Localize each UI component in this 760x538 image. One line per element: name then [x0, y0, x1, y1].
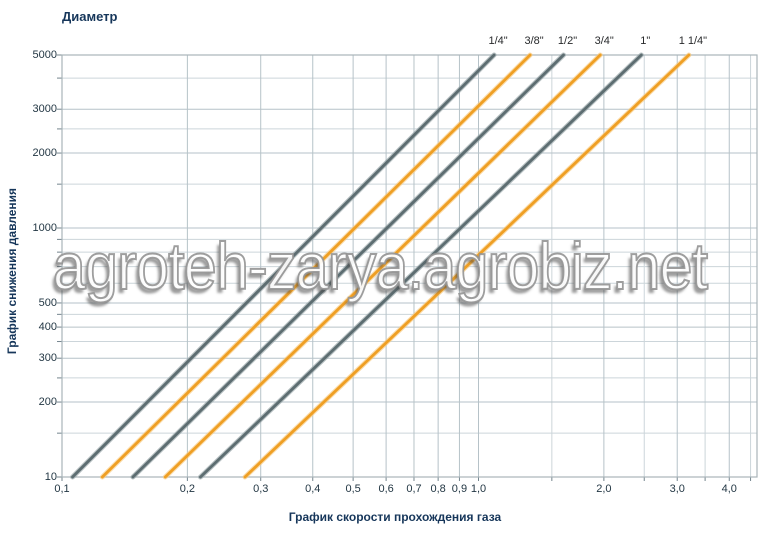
x-tick-label: 0,9: [451, 483, 468, 495]
diameter-line: [71, 53, 496, 479]
x-tick-label: 0,6: [378, 483, 394, 495]
x-axis-title: График скорости прохождения газа: [288, 510, 502, 524]
diameter-label: 1 1/4": [678, 35, 708, 47]
diameter-line: [243, 53, 691, 479]
x-tick-label: 2,0: [596, 483, 612, 495]
x-tick-label: 0,2: [179, 483, 196, 495]
y-tick-label: 5000: [32, 49, 57, 61]
plot-border: [61, 54, 758, 478]
diameter-label: 1/2": [557, 35, 578, 47]
x-tick-label: 0,1: [54, 483, 70, 495]
x-tick-label: 0,7: [406, 483, 422, 495]
y-tick-label: 200: [38, 396, 57, 409]
diameter-line: [163, 53, 602, 479]
x-tick-label: 1,0: [470, 483, 487, 495]
y-tick-label: 10: [44, 471, 57, 483]
x-tick-label: 4,0: [721, 483, 737, 495]
diameter-label: 1": [640, 35, 651, 47]
diameter-line: [199, 53, 643, 479]
x-tick-label: 0,8: [430, 483, 446, 495]
y-tick-label: 500: [38, 296, 57, 309]
diameter-label: 3/4": [594, 35, 614, 47]
y-tick-label: 2000: [32, 147, 57, 160]
y-axis-title: График снижения давления: [5, 187, 19, 355]
chart-title: Диаметр: [62, 9, 118, 24]
x-tick-label: 0,5: [345, 483, 361, 495]
x-tick-label: 0,3: [253, 483, 269, 495]
watermark-text: agroteh-zarya.agrobiz.net: [52, 228, 709, 304]
diameter-label: 1/4": [488, 35, 508, 47]
x-tick-label: 3,0: [669, 483, 685, 495]
y-tick-label: 1000: [32, 222, 57, 234]
diameter-line: [131, 53, 565, 479]
y-tick-label: 300: [38, 352, 57, 365]
x-tick-label: 0,4: [305, 483, 321, 495]
y-tick-label: 400: [38, 321, 57, 334]
diameter-line: [100, 53, 532, 479]
diameter-label: 3/8": [524, 35, 544, 47]
y-tick-label: 3000: [32, 103, 57, 116]
